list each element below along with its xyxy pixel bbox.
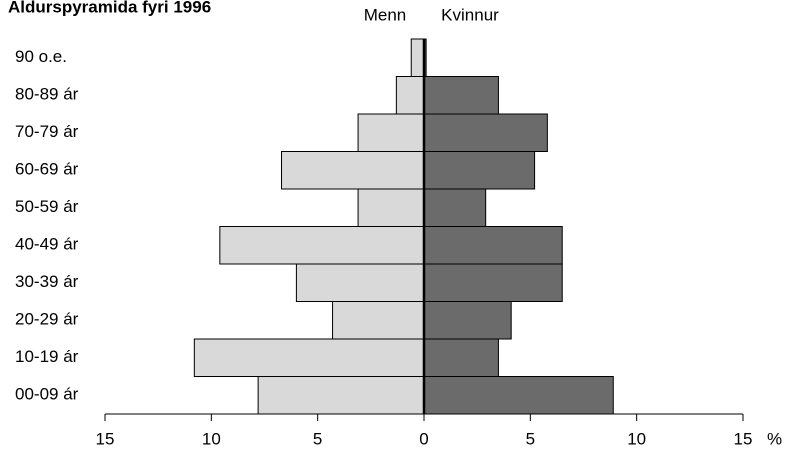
x-tick-label: 10: [627, 429, 646, 448]
y-tick-label: 50-59 ár: [15, 197, 79, 216]
y-tick-label: 00-09 ár: [15, 385, 79, 404]
bar: [193, 338, 425, 377]
y-tick-label: 30-39 ár: [15, 272, 79, 291]
y-tick-label: 10-19 ár: [15, 347, 79, 366]
x-tick-label: 10: [202, 429, 221, 448]
legend-left: Menn: [364, 5, 407, 24]
bar: [410, 38, 425, 77]
bar: [423, 226, 563, 265]
x-tick-label: 5: [526, 429, 535, 448]
y-tick-label: 80-89 ár: [15, 85, 79, 104]
bar: [357, 188, 425, 227]
bar: [423, 76, 499, 115]
bar: [357, 113, 425, 152]
chart-title: Aldurspyramida fyri 1996: [8, 0, 211, 16]
bar: [423, 376, 614, 415]
y-tick-label: 40-49 ár: [15, 235, 79, 254]
bar: [423, 338, 499, 377]
bar: [423, 188, 487, 227]
bar: [281, 151, 425, 190]
x-unit: %: [767, 429, 782, 448]
y-tick-label: 20-29 ár: [15, 310, 79, 329]
y-tick-label: 60-69 ár: [15, 160, 79, 179]
y-tick-label: 90 o.e.: [15, 47, 67, 66]
bar: [395, 76, 425, 115]
legend-right: Kvinnur: [441, 5, 499, 24]
bar: [219, 226, 425, 265]
bar: [423, 151, 536, 190]
bar: [295, 263, 425, 302]
bar: [332, 301, 425, 340]
x-tick-label: 15: [734, 429, 753, 448]
bar: [257, 376, 425, 415]
x-tick-label: 0: [419, 429, 428, 448]
y-tick-label: 70-79 ár: [15, 122, 79, 141]
bar: [423, 113, 548, 152]
x-tick-label: 15: [96, 429, 115, 448]
x-tick-label: 5: [313, 429, 322, 448]
bar: [423, 301, 512, 340]
bar: [423, 263, 563, 302]
